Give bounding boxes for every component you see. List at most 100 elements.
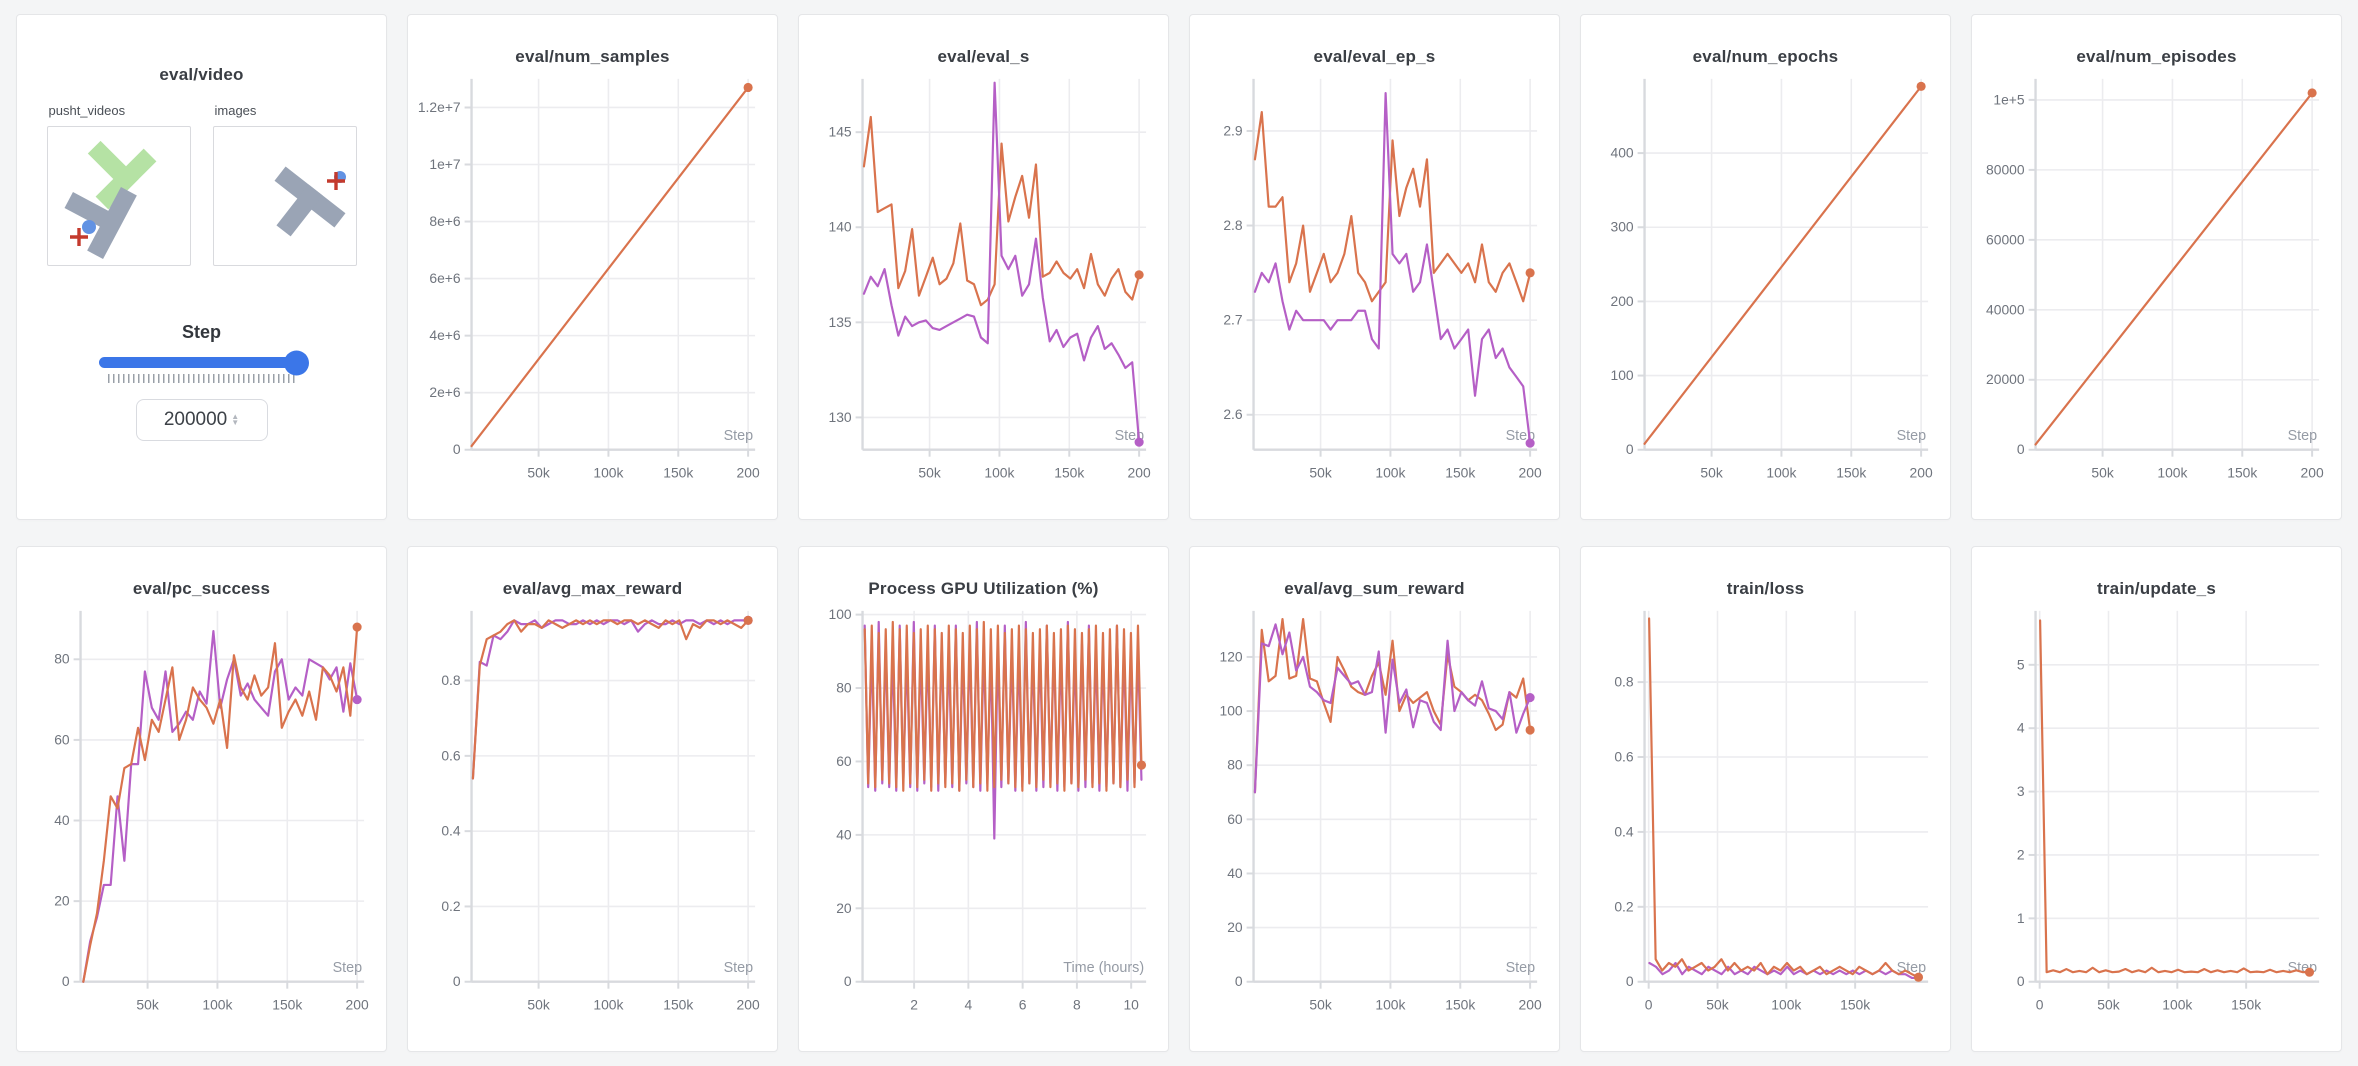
svg-text:80: 80 xyxy=(1227,757,1243,773)
chart-title: eval/num_samples xyxy=(515,47,670,66)
panel-eval-video: eval/video pusht_videos xyxy=(16,14,387,520)
svg-text:1e+7: 1e+7 xyxy=(429,156,461,172)
svg-text:Step: Step xyxy=(1897,428,1927,444)
step-slider-label: Step xyxy=(181,322,221,342)
svg-text:0: 0 xyxy=(453,973,461,989)
svg-text:200: 200 xyxy=(737,464,760,480)
svg-text:200: 200 xyxy=(1519,996,1542,1012)
svg-text:Step: Step xyxy=(2288,428,2318,444)
svg-text:100: 100 xyxy=(1219,703,1242,719)
svg-text:100k: 100k xyxy=(1766,464,1796,480)
svg-text:6e+6: 6e+6 xyxy=(429,270,461,286)
svg-text:100k: 100k xyxy=(202,996,232,1012)
slider-track[interactable] xyxy=(98,350,309,375)
panel-eval-num-epochs: eval/num_epochs 50k 100k 150k 200 0 100 200 300… xyxy=(1580,14,1951,520)
svg-text:100k: 100k xyxy=(1771,996,1801,1012)
chevron-down-icon[interactable]: ▼ xyxy=(231,418,240,427)
target-cross-icon xyxy=(326,172,345,190)
svg-text:20: 20 xyxy=(836,900,852,916)
images-thumbnail[interactable] xyxy=(212,126,357,266)
pusht-video-thumbnail[interactable] xyxy=(46,126,191,266)
svg-text:0: 0 xyxy=(844,973,852,989)
panel-eval-avg-max-reward: eval/avg_max_reward 50k 100k 150k 200 0 0.2 0.… xyxy=(407,546,778,1052)
svg-text:0: 0 xyxy=(1235,973,1243,989)
svg-text:200: 200 xyxy=(1519,464,1542,480)
svg-text:150k: 150k xyxy=(1836,464,1866,480)
svg-text:100k: 100k xyxy=(984,464,1014,480)
svg-text:Step: Step xyxy=(724,960,754,976)
svg-text:50k: 50k xyxy=(1706,996,1728,1012)
svg-text:1.2e+7: 1.2e+7 xyxy=(418,99,461,115)
svg-text:80: 80 xyxy=(54,651,70,667)
chart-title: eval/pc_success xyxy=(132,579,271,598)
panel-eval-eval-ep-s: eval/eval_ep_s 50k 100k 150k 200 2.6 2.7 2.8 2.… xyxy=(1189,14,1560,520)
svg-text:150k: 150k xyxy=(1840,996,1870,1012)
step-value-input[interactable]: 200000 ▲ ▼ xyxy=(135,399,268,441)
video-thumbnails: pusht_videos image xyxy=(27,103,376,266)
chart-eval-num-epochs[interactable]: 50k 100k 150k 200 0 100 200 300 400 Step xyxy=(1591,71,1940,495)
chart-title: eval/num_episodes xyxy=(2076,47,2237,66)
svg-text:150k: 150k xyxy=(663,464,693,480)
svg-text:2.8: 2.8 xyxy=(1223,217,1243,233)
thumbnail-label: pusht_videos xyxy=(48,103,126,118)
svg-text:100: 100 xyxy=(828,606,851,622)
svg-text:2: 2 xyxy=(2017,846,2025,862)
svg-text:1: 1 xyxy=(2017,910,2025,926)
svg-text:50k: 50k xyxy=(527,996,549,1012)
svg-text:400: 400 xyxy=(1610,145,1633,161)
svg-text:50k: 50k xyxy=(2097,996,2119,1012)
svg-text:50k: 50k xyxy=(2091,464,2113,480)
svg-text:140: 140 xyxy=(828,219,851,235)
svg-text:0.6: 0.6 xyxy=(1614,748,1634,764)
chart-title: train/loss xyxy=(1726,579,1805,598)
svg-text:80: 80 xyxy=(836,679,852,695)
svg-text:40: 40 xyxy=(836,826,852,842)
svg-text:200: 200 xyxy=(346,996,369,1012)
chart-eval-avg-max-reward[interactable]: 50k 100k 150k 200 0 0.2 0.4 0.6 0.8 Step xyxy=(418,603,767,1027)
step-value: 200000 xyxy=(163,409,228,430)
svg-text:100k: 100k xyxy=(1375,464,1405,480)
svg-text:0: 0 xyxy=(2017,441,2025,457)
svg-text:150k: 150k xyxy=(2231,996,2261,1012)
svg-text:20: 20 xyxy=(1227,919,1243,935)
chart-title: eval/avg_sum_reward xyxy=(1284,579,1465,598)
panel-process-gpu-utilization: Process GPU Utilization (%) 2 4 6 8 10 0 20 40 6… xyxy=(798,546,1169,1052)
svg-text:130: 130 xyxy=(828,409,851,425)
svg-text:0: 0 xyxy=(1626,441,1634,457)
svg-text:100: 100 xyxy=(1610,367,1633,383)
svg-text:100k: 100k xyxy=(2157,464,2187,480)
svg-text:Time (hours): Time (hours) xyxy=(1063,960,1144,976)
svg-text:200: 200 xyxy=(1128,464,1151,480)
svg-text:0: 0 xyxy=(62,973,70,989)
svg-text:200: 200 xyxy=(2301,464,2324,480)
chart-eval-num-episodes[interactable]: 50k 100k 150k 200 0 20000 40000 60000 80000 1e+5 S… xyxy=(1982,71,2331,495)
panel-eval-eval-s: eval/eval_s 50k 100k 150k 200 130 135 140 145 St… xyxy=(798,14,1169,520)
chart-eval-avg-sum-reward[interactable]: 50k 100k 150k 200 0 20 40 60 80 100 120 Step xyxy=(1200,603,1549,1027)
chart-title: eval/eval_s xyxy=(937,47,1030,66)
svg-text:8: 8 xyxy=(1073,996,1081,1012)
stepper-arrows[interactable]: ▲ ▼ xyxy=(231,412,240,427)
svg-text:3: 3 xyxy=(2017,783,2025,799)
svg-text:100k: 100k xyxy=(2162,996,2192,1012)
svg-text:2e+6: 2e+6 xyxy=(429,384,461,400)
svg-text:150k: 150k xyxy=(1054,464,1084,480)
svg-text:0: 0 xyxy=(1626,973,1634,989)
slider-thumb[interactable] xyxy=(283,350,309,375)
chart-eval-num-samples[interactable]: 50k 100k 150k 200 0 2e+6 4e+6 6e+6 8e+6 1e+7 1.2e+… xyxy=(418,71,767,495)
svg-text:150k: 150k xyxy=(1445,464,1475,480)
step-slider[interactable] xyxy=(98,350,309,383)
svg-text:10: 10 xyxy=(1123,996,1139,1012)
svg-text:50k: 50k xyxy=(1309,464,1331,480)
chevron-up-icon[interactable]: ▲ xyxy=(231,412,240,421)
chart-eval-pc-success[interactable]: 50k 100k 150k 200 0 20 40 60 80 Step xyxy=(27,603,376,1027)
chart-title: eval/avg_max_reward xyxy=(502,579,683,598)
svg-text:1e+5: 1e+5 xyxy=(1993,91,2025,107)
svg-text:135: 135 xyxy=(828,314,851,330)
panel-eval-pc-success: eval/pc_success 50k 100k 150k 200 0 20 40 60 80 S… xyxy=(16,546,387,1052)
